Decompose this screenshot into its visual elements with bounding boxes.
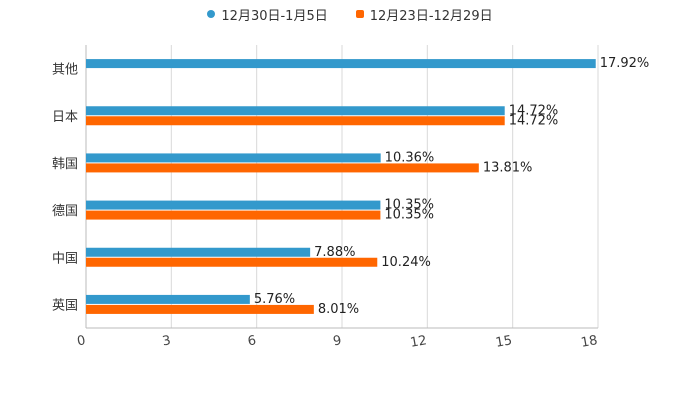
y-category-label-1: 日本 [52, 110, 78, 125]
bar-2-4 [86, 257, 378, 267]
legend-item-series-2[interactable]: 12月23日-12月29日 [355, 5, 493, 24]
bar-1-0 [86, 59, 596, 69]
legend-swatch-series-2 [355, 10, 364, 18]
y-category-label-5: 英国 [52, 298, 78, 313]
bar-1-3 [86, 200, 381, 210]
data-label-1-3: 10.35% [384, 198, 434, 213]
data-label-1-5: 5.76% [254, 292, 295, 307]
y-category-label-4: 中国 [52, 251, 78, 266]
legend-label-series-1: 12月30日-1月5日 [221, 8, 328, 24]
legend-label-series-2: 12月23日-12月29日 [369, 8, 493, 24]
data-label-1-4: 7.88% [314, 245, 355, 260]
legend: 12月30日-1月5日 12月23日-12月29日 [0, 4, 700, 24]
legend-swatch-series-1 [207, 10, 216, 18]
data-label-2-3: 10.35% [384, 208, 434, 223]
data-label-2-5: 8.01% [318, 302, 359, 317]
data-label-1-1: 14.72% [509, 103, 559, 118]
bar-2-1 [86, 116, 505, 126]
bar-1-4 [86, 247, 311, 257]
bar-2-2 [86, 163, 479, 173]
y-category-label-3: 德国 [52, 204, 78, 219]
bar-2-3 [86, 210, 381, 220]
data-label-2-4: 10.24% [381, 255, 431, 270]
legend-item-series-1[interactable]: 12月30日-1月5日 [207, 5, 328, 24]
bar-1-2 [86, 153, 381, 163]
bar-1-5 [86, 294, 250, 304]
bar-2-5 [86, 304, 314, 314]
x-tick-label-12: 12 [409, 333, 428, 351]
data-label-1-0: 17.92% [600, 56, 650, 71]
bar-1-1 [86, 106, 505, 116]
y-category-label-0: 其他 [52, 63, 78, 78]
x-tick-label-9: 9 [332, 333, 343, 349]
y-category-label-2: 韩国 [52, 157, 78, 172]
x-tick-label-0: 0 [76, 333, 87, 349]
data-label-1-2: 10.36% [385, 150, 435, 165]
data-label-2-1: 14.72% [509, 113, 559, 128]
x-tick-label-15: 15 [494, 333, 513, 351]
x-tick-label-6: 6 [247, 333, 258, 349]
data-label-2-2: 13.81% [483, 160, 533, 175]
x-tick-label-3: 3 [161, 333, 172, 349]
x-tick-label-18: 18 [580, 333, 599, 351]
